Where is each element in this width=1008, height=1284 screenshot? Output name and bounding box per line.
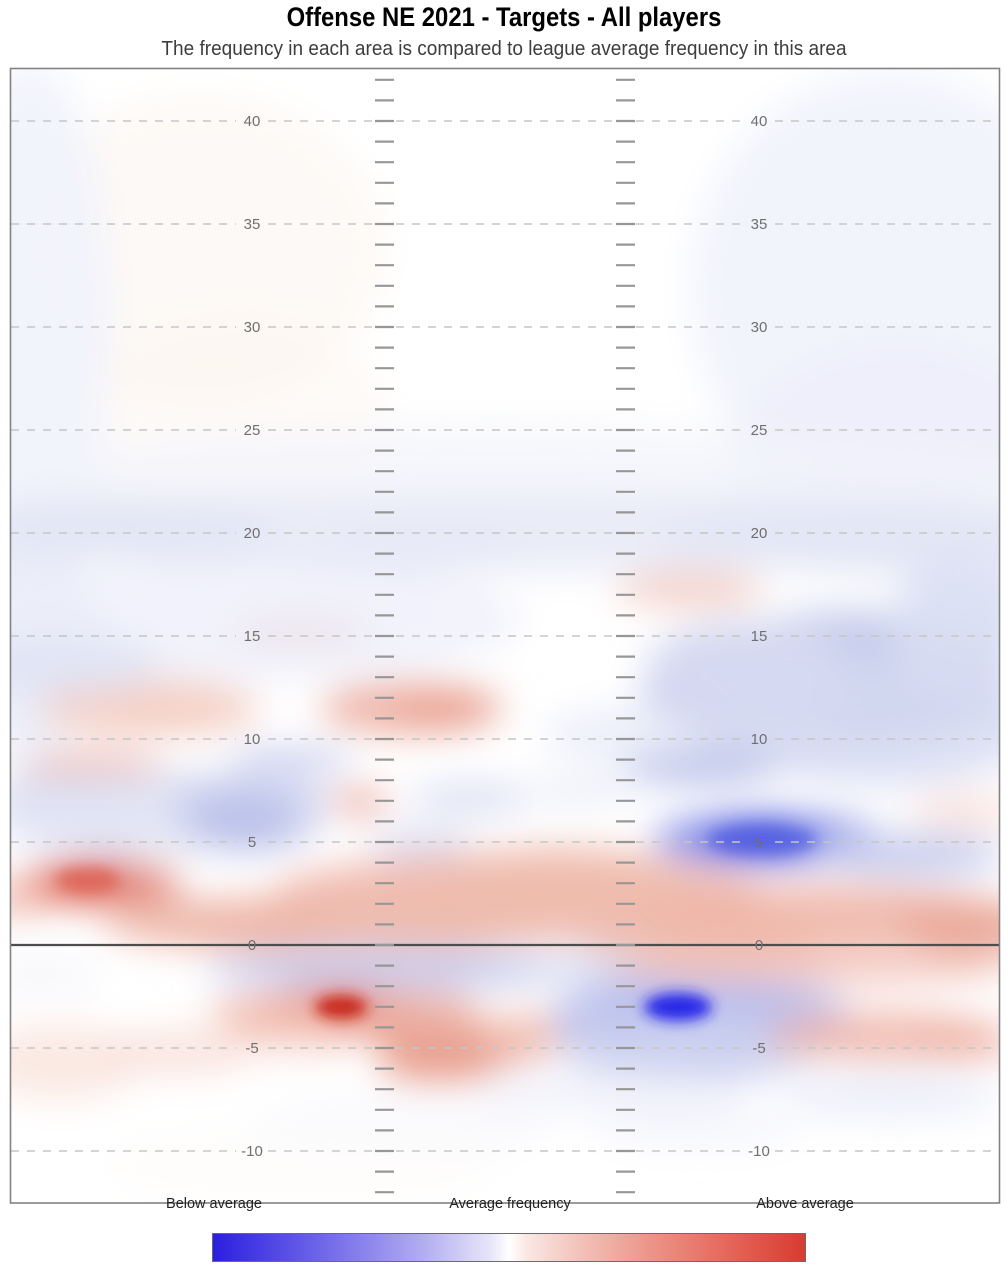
svg-text:35: 35 — [751, 216, 768, 233]
svg-text:-5: -5 — [752, 1040, 765, 1057]
svg-text:10: 10 — [244, 731, 261, 748]
svg-text:15: 15 — [244, 628, 261, 645]
svg-text:5: 5 — [248, 834, 256, 851]
svg-text:-10: -10 — [241, 1143, 263, 1160]
svg-text:0: 0 — [248, 937, 256, 954]
svg-text:20: 20 — [244, 525, 261, 542]
svg-text:40: 40 — [244, 113, 261, 130]
svg-text:25: 25 — [244, 422, 261, 439]
svg-text:10: 10 — [751, 731, 768, 748]
svg-text:15: 15 — [751, 628, 768, 645]
svg-text:30: 30 — [244, 319, 261, 336]
svg-text:-5: -5 — [245, 1040, 258, 1057]
svg-text:0: 0 — [755, 937, 763, 954]
svg-text:-10: -10 — [748, 1143, 770, 1160]
svg-text:5: 5 — [755, 834, 763, 851]
svg-text:35: 35 — [244, 216, 261, 233]
svg-text:30: 30 — [751, 319, 768, 336]
svg-text:25: 25 — [751, 422, 768, 439]
svg-text:40: 40 — [751, 113, 768, 130]
svg-text:20: 20 — [751, 525, 768, 542]
